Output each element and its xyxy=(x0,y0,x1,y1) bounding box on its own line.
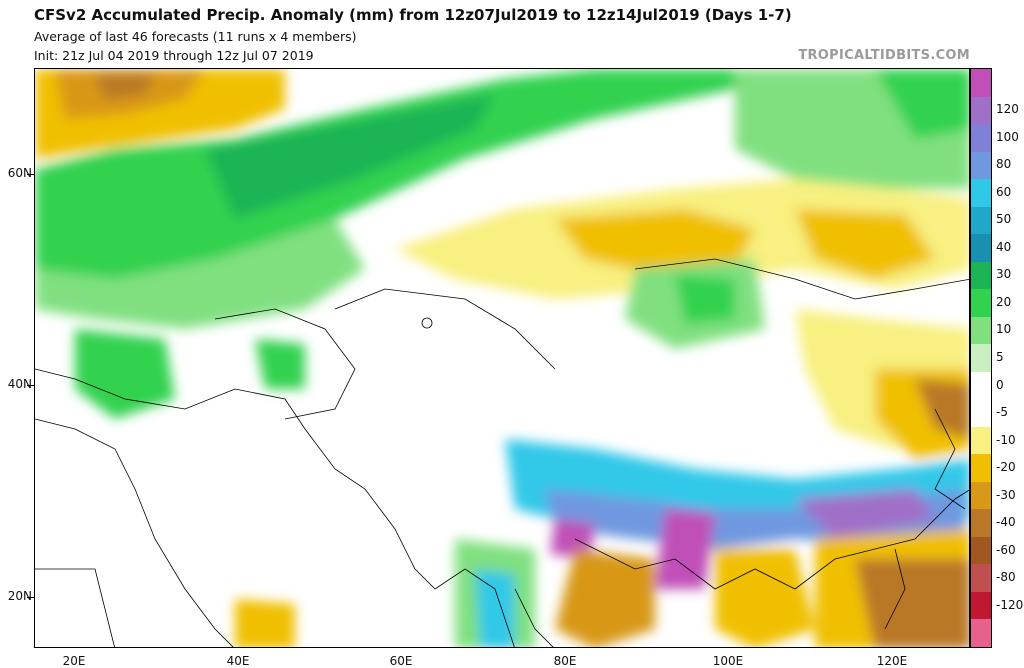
lat-label-20n: 20N xyxy=(7,589,32,603)
colorbar-label: 100 xyxy=(996,129,1019,144)
colorbar-swatch xyxy=(971,96,991,125)
lon-label-100e: 100E xyxy=(712,654,744,668)
colorbar-label: 60 xyxy=(996,184,1012,199)
colorbar-swatch xyxy=(971,564,991,593)
colorbar-swatch xyxy=(971,261,991,290)
anomaly-field xyxy=(35,69,969,647)
lon-label-60e: 60E xyxy=(389,654,413,668)
colorbar-swatch xyxy=(971,316,991,345)
colorbar-swatch xyxy=(971,344,991,373)
lon-label-40e: 40E xyxy=(226,654,250,668)
colorbar-label: -60 xyxy=(996,542,1016,557)
lat-tick xyxy=(27,597,34,598)
colorbar-label: -10 xyxy=(996,432,1016,447)
colorbar-label: 5 xyxy=(996,350,1004,364)
colorbar-label: -80 xyxy=(996,570,1016,585)
colorbar-swatch xyxy=(971,234,991,263)
colorbar-swatch xyxy=(971,151,991,180)
colorbar-swatch xyxy=(971,179,991,208)
colorbar-swatch xyxy=(971,371,991,400)
colorbar-label: -120 xyxy=(996,597,1024,612)
colorbar-label: 80 xyxy=(996,157,1012,172)
colorbar-label: -20 xyxy=(996,460,1016,475)
colorbar-swatch xyxy=(971,426,991,455)
colorbar-label: 20 xyxy=(996,294,1012,309)
coastlines xyxy=(35,258,969,647)
lon-label-120e: 120E xyxy=(876,654,908,668)
colorbar-label: 30 xyxy=(996,267,1012,282)
colorbar-swatch xyxy=(971,454,991,483)
lat-label-40n: 40N xyxy=(7,377,32,391)
colorbar-swatch xyxy=(971,481,991,510)
precip-anomaly-map xyxy=(34,68,970,648)
colorbar-swatch xyxy=(971,619,991,648)
lon-label-80e: 80E xyxy=(553,654,577,668)
colorbar-label: 40 xyxy=(996,239,1012,254)
map-subtitle: Average of last 46 forecasts (11 runs x … xyxy=(34,29,357,44)
lat-tick xyxy=(27,174,34,175)
colorbar-label: -40 xyxy=(996,515,1016,530)
colorbar-label: -5 xyxy=(996,405,1008,420)
colorbar-label: 10 xyxy=(996,322,1012,337)
colorbar-swatch xyxy=(971,591,991,620)
colorbar-label: 120 xyxy=(996,102,1019,117)
colorbar-swatch xyxy=(971,399,991,428)
lon-label-20e: 20E xyxy=(62,654,86,668)
colorbar-label: 50 xyxy=(996,212,1012,227)
source-credit: TROPICALTIDBITS.COM xyxy=(798,48,970,63)
colorbar-swatch xyxy=(971,289,991,318)
init-time: Init: 21z Jul 04 2019 through 12z Jul 07… xyxy=(34,48,314,63)
colorbar-swatch xyxy=(971,536,991,565)
colorbar-swatch xyxy=(971,206,991,235)
colorbar-label: -30 xyxy=(996,487,1016,502)
colorbar-swatch xyxy=(971,69,991,98)
lat-tick xyxy=(27,385,34,386)
colorbar-swatch xyxy=(971,509,991,538)
map-title: CFSv2 Accumulated Precip. Anomaly (mm) f… xyxy=(34,6,792,24)
colorbar-swatch xyxy=(971,124,991,153)
colorbar-label: 0 xyxy=(996,377,1004,392)
lat-label-60n: 60N xyxy=(7,166,32,180)
colorbar xyxy=(970,68,992,648)
map-canvas xyxy=(35,69,969,647)
